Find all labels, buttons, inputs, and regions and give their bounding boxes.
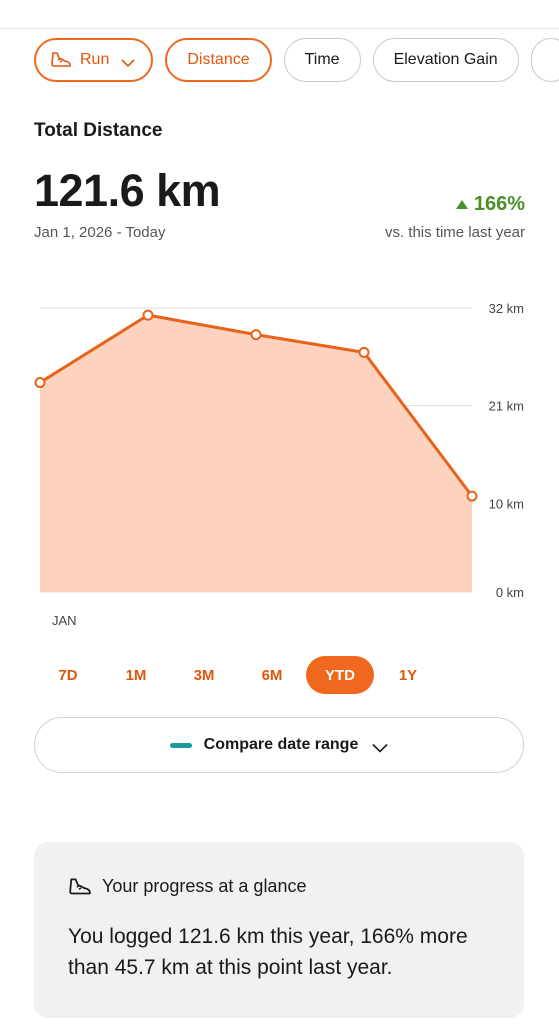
range-tab-3m[interactable]: 3M: [193, 666, 215, 684]
filter-chips: Run Distance Time Elevation Gain: [34, 38, 559, 84]
progress-card-header: Your progress at a glance: [68, 876, 490, 897]
triangle-up-icon: [455, 200, 468, 209]
data-point: [34, 377, 46, 389]
data-point: [466, 490, 478, 502]
date-range: Jan 1, 2026 - Today: [34, 224, 166, 241]
data-point: [142, 309, 154, 321]
metric-chip-label: Time: [304, 51, 340, 68]
sport-filter-chip[interactable]: Run: [34, 38, 154, 82]
metric-chip-time[interactable]: Time: [283, 38, 361, 82]
y-tick-label: 0 km: [496, 585, 524, 600]
shoe-icon: [50, 51, 72, 69]
compare-dash-icon: [169, 742, 192, 748]
change-badge: 166%: [455, 193, 525, 216]
data-point: [250, 329, 262, 341]
sport-filter-label: Run: [80, 51, 110, 68]
range-tab-1y[interactable]: 1Y: [398, 666, 418, 684]
range-tabs: 7D 1M 3M 6M YTD 1Y: [34, 656, 442, 694]
compare-label: Compare date range: [203, 736, 359, 753]
progress-card-body: You logged 121.6 km this year, 166% more…: [68, 925, 468, 979]
range-tab-1m[interactable]: 1M: [125, 666, 147, 684]
chevron-down-icon: [121, 55, 135, 68]
progress-card-title: Your progress at a glance: [102, 876, 307, 896]
data-point: [358, 346, 370, 358]
metric-value: 121.6 km: [34, 165, 221, 216]
distance-chart: 32 km 21 km 10 km 0 km JAN: [34, 301, 524, 628]
metric-chip-label: Distance: [187, 51, 250, 68]
range-tab-7d[interactable]: 7D: [58, 666, 78, 684]
shoe-icon: [68, 877, 92, 897]
chart-area: [40, 315, 472, 592]
progress-card: Your progress at a glance You logged 121…: [34, 842, 524, 1018]
metric-chip-label: Elevation Gain: [393, 51, 498, 68]
range-tab-6m[interactable]: 6M: [261, 666, 283, 684]
metric-chip-elevation[interactable]: Elevation Gain: [372, 38, 519, 82]
compare-date-range-button[interactable]: Compare date range: [34, 717, 524, 773]
y-tick-label: 32 km: [489, 301, 524, 316]
range-tab-ytd[interactable]: YTD: [306, 656, 374, 694]
metric-chip-more[interactable]: [530, 38, 559, 82]
metric-chip-distance[interactable]: Distance: [165, 38, 272, 82]
y-tick-label: 10 km: [489, 496, 524, 511]
header-strip: [0, 0, 559, 29]
change-note: vs. this time last year: [384, 224, 525, 241]
x-axis-label: JAN: [52, 613, 77, 628]
chevron-down-icon: [372, 740, 388, 753]
metric-label: Total Distance: [34, 120, 163, 141]
y-tick-label: 21 km: [489, 399, 524, 414]
change-value: 166%: [473, 193, 525, 215]
